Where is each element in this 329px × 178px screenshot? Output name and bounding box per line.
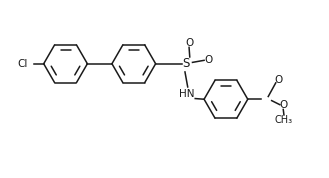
Text: HN: HN: [179, 89, 194, 99]
Text: O: O: [186, 38, 194, 48]
Text: CH₃: CH₃: [275, 115, 293, 125]
Text: Cl: Cl: [18, 59, 28, 69]
Text: S: S: [183, 57, 190, 70]
Text: O: O: [279, 100, 288, 110]
Text: O: O: [274, 75, 283, 85]
Text: O: O: [204, 55, 212, 65]
